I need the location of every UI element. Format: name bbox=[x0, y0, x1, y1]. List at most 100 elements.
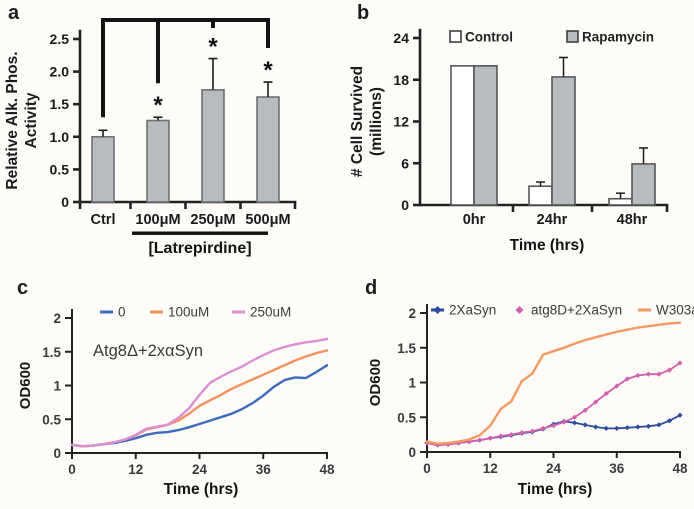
y-tick-label: 1.5 bbox=[42, 345, 61, 360]
legend: 0 100uM 250uM bbox=[100, 305, 291, 320]
y-axis-title: OD600 bbox=[367, 359, 384, 407]
y-axis-title: # Cell Survived bbox=[349, 66, 366, 177]
panel-letter-c: c bbox=[17, 277, 29, 299]
y-axis-title: OD600 bbox=[17, 362, 34, 410]
bar-series-rapamycin bbox=[473, 56, 656, 206]
y-tick-label: 1 bbox=[408, 376, 416, 391]
comparison-bracket bbox=[101, 18, 270, 118]
y-tick-label: 24 bbox=[393, 30, 409, 46]
bar-chart-cell-survival: 0 6 12 18 24 Control Rapamycin 0hr 24hr 48hr Time … bbox=[349, 28, 669, 254]
y-tick-label: 1.0 bbox=[50, 129, 70, 145]
x-ticks: 0 12 24 36 48 bbox=[68, 453, 335, 477]
bar bbox=[631, 163, 656, 206]
x-category-label: 100μM bbox=[135, 212, 180, 228]
legend-marker bbox=[515, 306, 524, 314]
error-bar bbox=[98, 129, 108, 137]
error-bar bbox=[639, 147, 648, 164]
data-point-marker bbox=[624, 376, 630, 382]
legend-marker bbox=[433, 306, 442, 314]
y-tick-label: 0 bbox=[61, 194, 69, 210]
x-axis-title: Time (hrs) bbox=[164, 481, 239, 498]
y-tick-label: 2.0 bbox=[50, 64, 70, 80]
x-category-label: 500μM bbox=[245, 212, 290, 228]
error-bar bbox=[263, 81, 273, 98]
data-point-marker bbox=[487, 435, 493, 441]
legend-label: 100uM bbox=[168, 305, 209, 320]
x-tick-label: 36 bbox=[256, 462, 272, 477]
data-point-marker bbox=[456, 440, 462, 446]
y-tick-label: 0 bbox=[53, 446, 61, 461]
legend-swatch bbox=[449, 30, 462, 43]
x-category-label: 24hr bbox=[537, 212, 568, 228]
x-tick-label: 12 bbox=[128, 462, 143, 477]
y-ticks: 0 0.5 1 1.5 2 bbox=[397, 306, 427, 460]
legend-label: 250uM bbox=[250, 305, 291, 320]
error-bar bbox=[536, 181, 545, 187]
y-ticks: 0 6 12 18 24 bbox=[393, 30, 420, 213]
panel-letter-a: a bbox=[8, 2, 20, 24]
series-100um bbox=[70, 349, 329, 448]
y-tick-label: 18 bbox=[393, 72, 409, 88]
x-axis-title: Time (hrs) bbox=[510, 237, 585, 254]
data-point-marker bbox=[666, 367, 673, 373]
data-point-marker bbox=[635, 372, 641, 379]
group-underline bbox=[132, 231, 268, 235]
panel-c: c 0 0.5 1 1.5 2 0 12 24 36 48 0 100uM 250uM Atg8Δ+2xα… bbox=[0, 265, 347, 509]
x-category-label: 250μM bbox=[190, 212, 235, 228]
y-axis-title: Relative Alk. Phos. bbox=[4, 51, 21, 189]
bar-chart-alk-phos-activity: 0 0.5 1.0 1.5 2.0 2.5 * * * Ctrl 100μM 250μM 500μM [L… bbox=[4, 18, 297, 257]
y-tick-label: 1 bbox=[53, 379, 61, 394]
data-point-marker bbox=[424, 440, 430, 446]
data-point-marker bbox=[603, 425, 609, 431]
y-tick-label: 0 bbox=[401, 197, 409, 213]
legend-label: atg8D+2XaSyn bbox=[531, 303, 622, 318]
significance-star: * bbox=[263, 57, 273, 84]
significance-star: * bbox=[208, 34, 218, 61]
data-point-marker bbox=[656, 422, 662, 428]
data-point-marker bbox=[477, 437, 483, 443]
data-point-marker bbox=[603, 391, 609, 397]
x-category-label: 48hr bbox=[617, 212, 648, 228]
x-category-label: Ctrl bbox=[91, 212, 116, 228]
legend: 2XaSyn atg8D+2XaSyn W303a bbox=[431, 303, 694, 318]
series-w303a bbox=[425, 321, 682, 445]
error-bar bbox=[616, 192, 625, 199]
panel-letter-b: b bbox=[357, 2, 370, 24]
y-tick-label: 2 bbox=[408, 306, 416, 321]
strain-annotation: Atg8Δ+2xαSyn bbox=[93, 342, 203, 360]
x-ticks: 0 12 24 36 48 bbox=[423, 452, 688, 476]
series-line bbox=[425, 321, 682, 445]
x-tick-label: 48 bbox=[319, 462, 335, 477]
error-bar bbox=[153, 116, 163, 121]
legend-label: 2XaSyn bbox=[449, 303, 496, 318]
data-point-marker bbox=[529, 428, 536, 434]
y-tick-label: 6 bbox=[401, 155, 409, 171]
data-point-marker bbox=[571, 420, 578, 426]
data-point-marker bbox=[666, 418, 673, 424]
y-tick-label: 12 bbox=[393, 114, 409, 130]
line-chart-growth-strains: 0 0.5 1 1.5 2 0 12 24 36 48 2XaSyn atg8D+2XaSyn W303… bbox=[367, 303, 694, 499]
panel-b: b 0 6 12 18 24 Control Rapamycin 0hr 24hr 48hr Tim… bbox=[347, 0, 694, 265]
panel-letter-d: d bbox=[365, 277, 378, 299]
data-point-marker bbox=[582, 422, 588, 428]
x-tick-label: 24 bbox=[546, 461, 562, 476]
y-tick-label: 2.5 bbox=[50, 31, 70, 47]
bar bbox=[201, 89, 225, 203]
data-point-marker bbox=[571, 414, 578, 420]
data-point-marker bbox=[508, 432, 514, 438]
bar bbox=[91, 136, 115, 203]
data-point-marker bbox=[614, 425, 620, 431]
bar bbox=[450, 65, 475, 206]
bar bbox=[256, 96, 280, 203]
x-ticks bbox=[78, 202, 297, 209]
x-tick-label: 12 bbox=[483, 461, 498, 476]
bar bbox=[473, 65, 498, 206]
y-tick-label: 0.5 bbox=[42, 412, 61, 427]
y-tick-label: 0.5 bbox=[397, 410, 416, 425]
data-point-marker bbox=[624, 425, 630, 431]
legend-label: W303a bbox=[656, 303, 694, 318]
legend: Control Rapamycin bbox=[449, 30, 654, 45]
axes bbox=[71, 309, 328, 454]
data-point-marker bbox=[540, 425, 546, 431]
